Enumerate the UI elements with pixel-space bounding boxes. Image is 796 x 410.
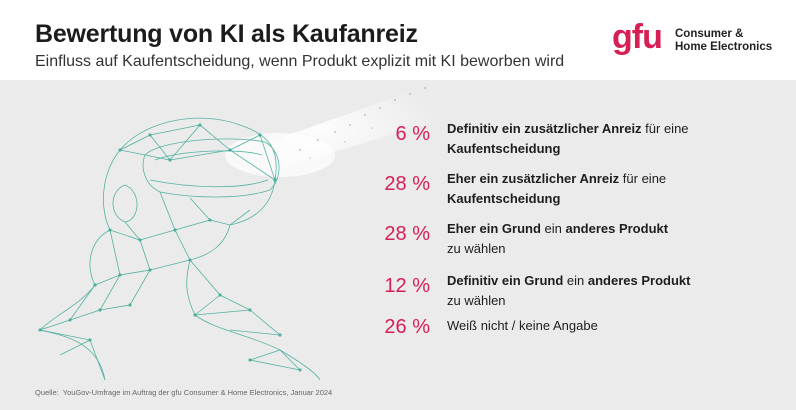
result-row: 28 % Eher ein Grund ein anderes Produkt zu… xyxy=(0,219,796,265)
header: Bewertung von KI als Kaufanreiz Einfluss… xyxy=(0,0,796,78)
result-row: 28 % Eher ein zusätzlicher Anreiz für ein… xyxy=(0,169,796,215)
logo-text: Consumer & Home Electronics xyxy=(675,28,785,54)
answer-text-part: Kaufentscheidung xyxy=(447,191,561,206)
answer-text-part: anderes Produkt xyxy=(587,273,691,288)
answer-label: Eher ein zusätzlicher Anreiz für eine Kau… xyxy=(447,169,747,209)
content-panel xyxy=(0,80,796,410)
logo-line-2: Home Electronics xyxy=(675,41,773,53)
answer-text-part: zu wählen xyxy=(447,293,506,308)
answer-text-part: anderes Produkt xyxy=(565,221,669,236)
page-subtitle: Einfluss auf Kaufentscheidung, wenn Prod… xyxy=(35,53,565,70)
answer-label: Weiß nicht / keine Angabe xyxy=(447,316,747,336)
source-label: Quelle: xyxy=(35,388,59,397)
page-title: Bewertung von KI als Kaufanreiz xyxy=(35,20,418,48)
logo-mark: gfu xyxy=(612,18,663,56)
answer-text-part: Eher ein zusätzlicher Anreiz xyxy=(447,171,620,186)
answer-text-part: Kaufentscheidung xyxy=(447,141,561,156)
answer-label-line-2: zu wählen xyxy=(447,291,747,311)
percentage-value: 28 % xyxy=(384,173,430,195)
ai-vr-head-illustration-icon xyxy=(38,85,440,380)
source-note: Quelle: YouGov-Umfrage im Auftrag der gfu… xyxy=(35,388,332,397)
percentage-value: 28 % xyxy=(384,223,430,245)
percentage-value: 6 % xyxy=(395,123,430,145)
answer-text-part: Eher ein Grund xyxy=(447,221,541,236)
answer-label-line-2: Kaufentscheidung xyxy=(447,139,747,159)
answer-text-part: zu wählen xyxy=(447,241,506,256)
answer-text-part: Definitiv ein Grund xyxy=(447,273,564,288)
answer-label-line-1: Definitiv ein zusätzlicher Anreiz für ei… xyxy=(447,119,747,139)
answer-text-part: ein xyxy=(540,221,566,236)
answer-text-part: Weiß nicht / keine Angabe xyxy=(447,318,598,333)
result-row: 12 % Definitiv ein Grund ein anderes Prod… xyxy=(0,271,796,317)
answer-label: Definitiv ein zusätzlicher Anreiz für ei… xyxy=(447,119,747,159)
answer-label-line-2: zu wählen xyxy=(447,239,747,259)
answer-text-part: für eine xyxy=(619,171,667,186)
answer-label-line-1: Definitiv ein Grund ein anderes Produkt xyxy=(447,271,747,291)
answer-text-part: Definitiv ein zusätzlicher Anreiz xyxy=(447,121,642,136)
result-row: 6 % Definitiv ein zusätzlicher Anreiz für… xyxy=(0,119,796,165)
percentage-value: 12 % xyxy=(384,275,430,297)
answer-label: Definitiv ein Grund ein anderes Produkt z… xyxy=(447,271,747,311)
source-text: YouGov-Umfrage im Auftrag der gfu Consum… xyxy=(62,388,333,397)
answer-text-part: für eine xyxy=(641,121,689,136)
answer-label-line-2: Kaufentscheidung xyxy=(447,189,747,209)
logo-line-1: Consumer & xyxy=(675,28,744,40)
answer-label-line-1: Weiß nicht / keine Angabe xyxy=(447,316,747,336)
answer-text-part: ein xyxy=(563,273,588,288)
answer-label-line-1: Eher ein zusätzlicher Anreiz für eine xyxy=(447,169,747,189)
result-row: 26 % Weiß nicht / keine Angabe xyxy=(0,316,796,362)
percentage-value: 26 % xyxy=(384,316,430,338)
answer-label: Eher ein Grund ein anderes Produkt zu wäh… xyxy=(447,219,747,259)
answer-label-line-1: Eher ein Grund ein anderes Produkt xyxy=(447,219,747,239)
